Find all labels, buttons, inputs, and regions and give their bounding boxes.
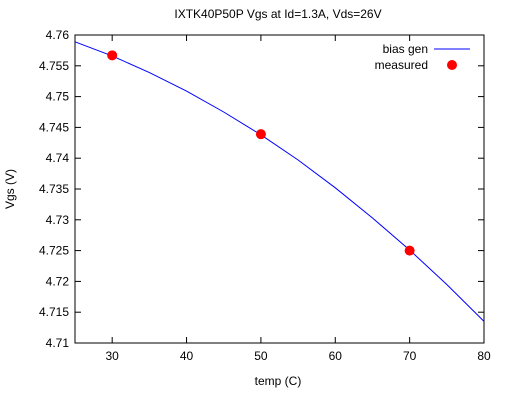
x-tick-label: 40 — [180, 349, 194, 363]
plot-frame — [74, 34, 485, 344]
data-point-measured — [404, 245, 415, 256]
x-axis-ticks: 30 40 50 60 70 80 — [106, 35, 491, 363]
y-tick-label: 4.75 — [46, 90, 70, 104]
y-axis-ticks: 4.71 4.715 4.72 4.725 4.73 4.735 4.74 4.745 4.75… — [39, 28, 484, 350]
y-tick-label: 4.74 — [46, 151, 70, 165]
data-point-measured — [255, 129, 266, 140]
y-tick-label: 4.715 — [39, 305, 69, 319]
series-layer — [74, 41, 485, 322]
y-tick-label: 4.71 — [46, 336, 70, 350]
x-tick-label: 70 — [403, 349, 417, 363]
y-tick-label: 4.73 — [46, 213, 70, 227]
y-tick-label: 4.725 — [39, 244, 69, 258]
x-tick-label: 80 — [477, 349, 491, 363]
y-axis-label: Vgs (V) — [3, 169, 17, 209]
legend-label-measured: measured — [375, 58, 428, 72]
x-axis-label: temp (C) — [255, 374, 302, 388]
legend-label-bias-gen: bias gen — [383, 42, 428, 56]
y-tick-label: 4.72 — [46, 274, 70, 288]
x-tick-label: 30 — [106, 349, 120, 363]
x-tick-label: 50 — [254, 349, 268, 363]
x-tick-label: 60 — [329, 349, 343, 363]
chart-title: IXTK40P50P Vgs at Id=1.3A, Vds=26V — [174, 7, 381, 21]
y-tick-label: 4.735 — [39, 182, 69, 196]
y-tick-label: 4.755 — [39, 59, 69, 73]
legend: bias gen measured — [375, 42, 470, 72]
legend-swatch-measured — [447, 60, 457, 70]
data-point-measured — [107, 50, 118, 61]
series-line-bias-gen — [74, 41, 485, 322]
y-tick-label: 4.745 — [39, 120, 69, 134]
y-tick-label: 4.76 — [46, 28, 70, 42]
